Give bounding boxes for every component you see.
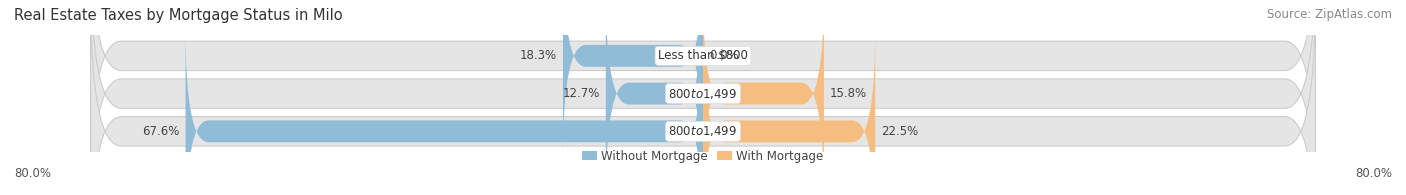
Text: 0.0%: 0.0%	[709, 49, 738, 62]
Text: 80.0%: 80.0%	[14, 167, 51, 180]
FancyBboxPatch shape	[562, 0, 703, 158]
Text: Less than $800: Less than $800	[658, 49, 748, 62]
FancyBboxPatch shape	[186, 29, 703, 195]
Text: $800 to $1,499: $800 to $1,499	[668, 124, 738, 138]
Text: 15.8%: 15.8%	[830, 87, 868, 100]
FancyBboxPatch shape	[90, 0, 1316, 195]
Text: Real Estate Taxes by Mortgage Status in Milo: Real Estate Taxes by Mortgage Status in …	[14, 8, 343, 23]
FancyBboxPatch shape	[90, 0, 1316, 192]
Legend: Without Mortgage, With Mortgage: Without Mortgage, With Mortgage	[578, 145, 828, 167]
Text: 67.6%: 67.6%	[142, 125, 180, 138]
Text: 22.5%: 22.5%	[882, 125, 918, 138]
FancyBboxPatch shape	[90, 0, 1316, 195]
Text: 12.7%: 12.7%	[562, 87, 599, 100]
Text: 80.0%: 80.0%	[1355, 167, 1392, 180]
Text: Source: ZipAtlas.com: Source: ZipAtlas.com	[1267, 8, 1392, 21]
Text: 18.3%: 18.3%	[520, 49, 557, 62]
FancyBboxPatch shape	[703, 29, 875, 195]
Text: $800 to $1,499: $800 to $1,499	[668, 87, 738, 101]
FancyBboxPatch shape	[703, 0, 824, 195]
FancyBboxPatch shape	[606, 0, 703, 195]
